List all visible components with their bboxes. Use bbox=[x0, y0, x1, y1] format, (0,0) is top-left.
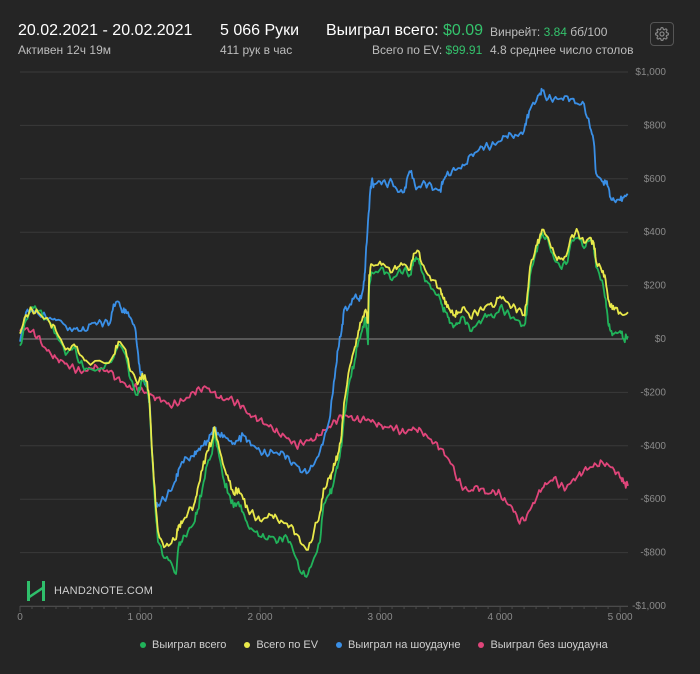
showdown-line bbox=[19, 87, 629, 508]
y-tick-label: $1,000 bbox=[635, 67, 666, 78]
x-tick-label: 3 000 bbox=[368, 612, 393, 623]
x-tick-label: 2 000 bbox=[248, 612, 273, 623]
non-showdown-line bbox=[19, 327, 629, 525]
x-tick-label: 4 000 bbox=[488, 612, 513, 623]
legend-label: Выиграл на шоудауне bbox=[348, 639, 461, 651]
y-tick-label: -$1,000 bbox=[632, 601, 666, 612]
series-lines bbox=[19, 87, 629, 578]
winrate-label: Винрейт: bbox=[490, 25, 541, 39]
x-tick-label: 5 000 bbox=[608, 612, 633, 623]
x-tick-label: 0 bbox=[17, 612, 23, 623]
y-tick-label: -$600 bbox=[640, 494, 666, 505]
winrate-unit: бб/100 bbox=[570, 25, 608, 39]
legend-item-non-showdown[interactable]: Выиграл без шоудауна bbox=[478, 639, 608, 651]
hands-count: 5 066 Руки bbox=[220, 22, 300, 39]
legend-item-showdown[interactable]: Выиграл на шоудауне bbox=[336, 639, 460, 651]
y-tick-label: $800 bbox=[644, 120, 667, 131]
ev-total-line bbox=[19, 228, 629, 551]
legend-item-won-total[interactable]: Выиграл всего bbox=[140, 639, 226, 651]
won-total-value: $0.09 bbox=[443, 22, 484, 39]
winrate-value: 3.84 bbox=[543, 25, 567, 39]
y-tick-label: $400 bbox=[644, 227, 667, 238]
legend-label: Выиграл всего bbox=[152, 639, 227, 651]
date-range: 20.02.2021 - 20.02.2021 bbox=[18, 22, 193, 39]
x-tick-label: 1 000 bbox=[128, 612, 153, 623]
ev-total-stat: Всего по EV: $99.91 bbox=[372, 43, 482, 57]
y-tick-label: $600 bbox=[644, 174, 667, 185]
ev-total-label: Всего по EV: bbox=[372, 43, 443, 57]
y-tick-label: $0 bbox=[655, 334, 667, 345]
won-total-line bbox=[19, 231, 629, 578]
ev-total-value: $99.91 bbox=[445, 43, 483, 57]
settings-button[interactable] bbox=[650, 22, 674, 46]
gear-icon bbox=[655, 27, 669, 41]
logo-text: HAND2NOTE.COM bbox=[54, 585, 154, 597]
axis-ticks: $1,000 $800 $600 $400 $200 $0 -$200 -$400 -$600 -… bbox=[17, 67, 666, 623]
legend-dot bbox=[336, 642, 343, 648]
logo-icon bbox=[27, 581, 45, 601]
won-total-label: Выиграл всего: bbox=[326, 22, 439, 39]
winrate-stat: Винрейт: 3.84 бб/100 bbox=[490, 25, 607, 39]
hands-per-hour: 411 рук в час bbox=[220, 43, 293, 57]
legend-label: Выиграл без шоудауна bbox=[490, 639, 608, 651]
chart-legend: Выиграл всего Всего по EV Выиграл на шоу… bbox=[140, 637, 626, 653]
y-tick-label: -$200 bbox=[640, 387, 666, 398]
legend-dot bbox=[478, 642, 485, 648]
legend-item-ev-total[interactable]: Всего по EV bbox=[244, 639, 318, 651]
y-tick-label: -$800 bbox=[640, 548, 666, 559]
legend-dot bbox=[244, 642, 251, 648]
grid bbox=[19, 71, 628, 612]
hand2note-logo: HAND2NOTE.COM bbox=[26, 580, 153, 602]
won-total-stat: Выиграл всего: $0.09 bbox=[326, 22, 483, 40]
avg-tables: 4.8 среднее число столов bbox=[490, 43, 634, 57]
y-tick-label: $200 bbox=[644, 281, 667, 292]
active-time: Активен 12ч 19м bbox=[18, 43, 111, 57]
legend-dot bbox=[140, 642, 146, 648]
y-tick-label: -$400 bbox=[640, 441, 666, 452]
legend-label: Всего по EV bbox=[256, 639, 319, 651]
